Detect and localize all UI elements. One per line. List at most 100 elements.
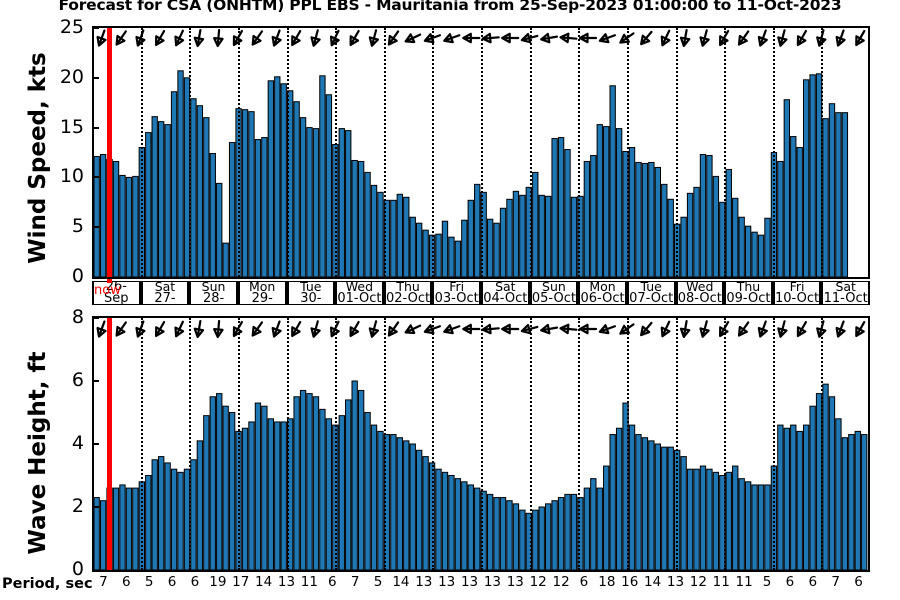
period-value: 5 — [373, 574, 383, 590]
bar — [158, 456, 165, 570]
day-gridline — [626, 318, 629, 570]
wind-direction-arrow — [540, 32, 559, 44]
wind-direction-arrow — [368, 320, 380, 338]
date-axis-weekday: Wed — [686, 281, 714, 294]
bar — [757, 234, 765, 277]
bar — [377, 191, 384, 277]
bar — [841, 112, 849, 277]
date-axis-cell[interactable]: Thu 02-Oct — [383, 281, 433, 305]
day-gridline — [724, 28, 727, 277]
wind-direction-arrow — [251, 321, 263, 337]
bar — [557, 497, 565, 570]
bar — [732, 197, 739, 277]
date-axis-cell[interactable]: 26-Sep — [92, 281, 141, 305]
bar — [545, 195, 552, 277]
bar — [132, 175, 139, 277]
date-axis-cell[interactable]: Fri 10-Oct — [772, 281, 822, 305]
date-axis-cell[interactable]: Sat 04-Oct — [481, 281, 530, 305]
bar — [615, 128, 623, 277]
date-axis-weekday: Tue — [640, 281, 662, 294]
now-marker-line — [107, 318, 112, 570]
bar — [345, 399, 352, 570]
wind-direction-arrow — [154, 320, 166, 338]
bar — [435, 233, 442, 277]
wind-direction-arrow — [423, 324, 442, 335]
bar — [603, 126, 610, 277]
day-gridline — [140, 28, 143, 277]
date-axis-cell[interactable]: Wed 01-Oct — [335, 281, 384, 305]
wind-direction-arrow — [174, 29, 185, 47]
date-axis-weekday: Mon — [589, 281, 616, 294]
bar — [532, 171, 539, 277]
wind-direction-arrow — [443, 324, 461, 335]
wind-direction-arrow-row — [96, 319, 866, 339]
day-gridline — [383, 28, 386, 277]
bar — [422, 456, 429, 570]
bar — [338, 128, 345, 277]
bar — [338, 415, 345, 570]
day-gridline — [724, 318, 727, 570]
bar — [241, 427, 249, 570]
bar — [351, 380, 358, 570]
bar — [783, 427, 791, 570]
date-axis-cell[interactable]: Wed 08-Oct — [675, 281, 725, 305]
period-value: 13 — [277, 574, 296, 590]
bar — [590, 154, 597, 277]
date-axis-cell[interactable]: Thu 09-Oct — [724, 281, 773, 305]
wind-direction-arrow — [96, 320, 107, 338]
now-marker-label: now — [94, 283, 121, 298]
axis-tick-label: 6 — [71, 369, 84, 391]
bar — [635, 161, 642, 277]
bar — [803, 424, 810, 570]
wind-direction-arrow — [291, 320, 302, 338]
bar — [861, 434, 868, 570]
bar — [783, 99, 791, 277]
wind-direction-arrow — [481, 32, 500, 44]
day-gridline — [432, 28, 435, 277]
date-axis-cell[interactable]: Sun 05-Oct — [529, 281, 579, 305]
period-value: 16 — [621, 574, 639, 590]
date-axis-cell[interactable]: Mon 06-Oct — [578, 281, 627, 305]
bar — [196, 440, 204, 570]
bar — [757, 484, 765, 570]
date-axis-cell[interactable]: Sat 11-Oct — [821, 281, 870, 305]
day-gridline — [821, 318, 824, 570]
bar — [416, 222, 423, 277]
day-gridline — [529, 318, 532, 570]
bar — [854, 430, 861, 570]
date-axis-weekday: Sat — [495, 281, 516, 294]
wind-direction-arrow — [310, 29, 321, 47]
wind-direction-arrow — [855, 29, 866, 47]
bar — [209, 153, 216, 277]
period-value: 5 — [762, 574, 772, 590]
date-axis-date: 30-Sep — [300, 291, 322, 305]
bar — [254, 402, 262, 570]
wind-direction-arrow — [443, 33, 461, 44]
bar — [94, 497, 100, 570]
wind-direction-arrow — [404, 33, 422, 44]
bar — [461, 481, 468, 570]
wind-direction-arrow — [462, 323, 481, 335]
bar — [151, 459, 158, 570]
bar — [132, 487, 139, 570]
wind-direction-arrow — [481, 323, 500, 335]
bar — [345, 130, 352, 277]
date-axis-cell[interactable]: Fri 03-Oct — [432, 281, 481, 305]
period-value: 13 — [438, 574, 456, 590]
bar — [325, 418, 333, 570]
day-gridline — [578, 318, 581, 570]
wind-direction-arrow — [660, 320, 671, 338]
axis-tick — [92, 27, 99, 29]
bar — [99, 153, 107, 277]
bar — [351, 159, 358, 277]
bar — [835, 112, 842, 277]
period-axis-label: Period, sec — [2, 576, 93, 592]
day-gridline — [286, 28, 289, 277]
bar — [577, 195, 584, 277]
period-value: 6 — [854, 574, 863, 590]
date-axis-cell[interactable]: Tue 07-Oct — [626, 281, 676, 305]
